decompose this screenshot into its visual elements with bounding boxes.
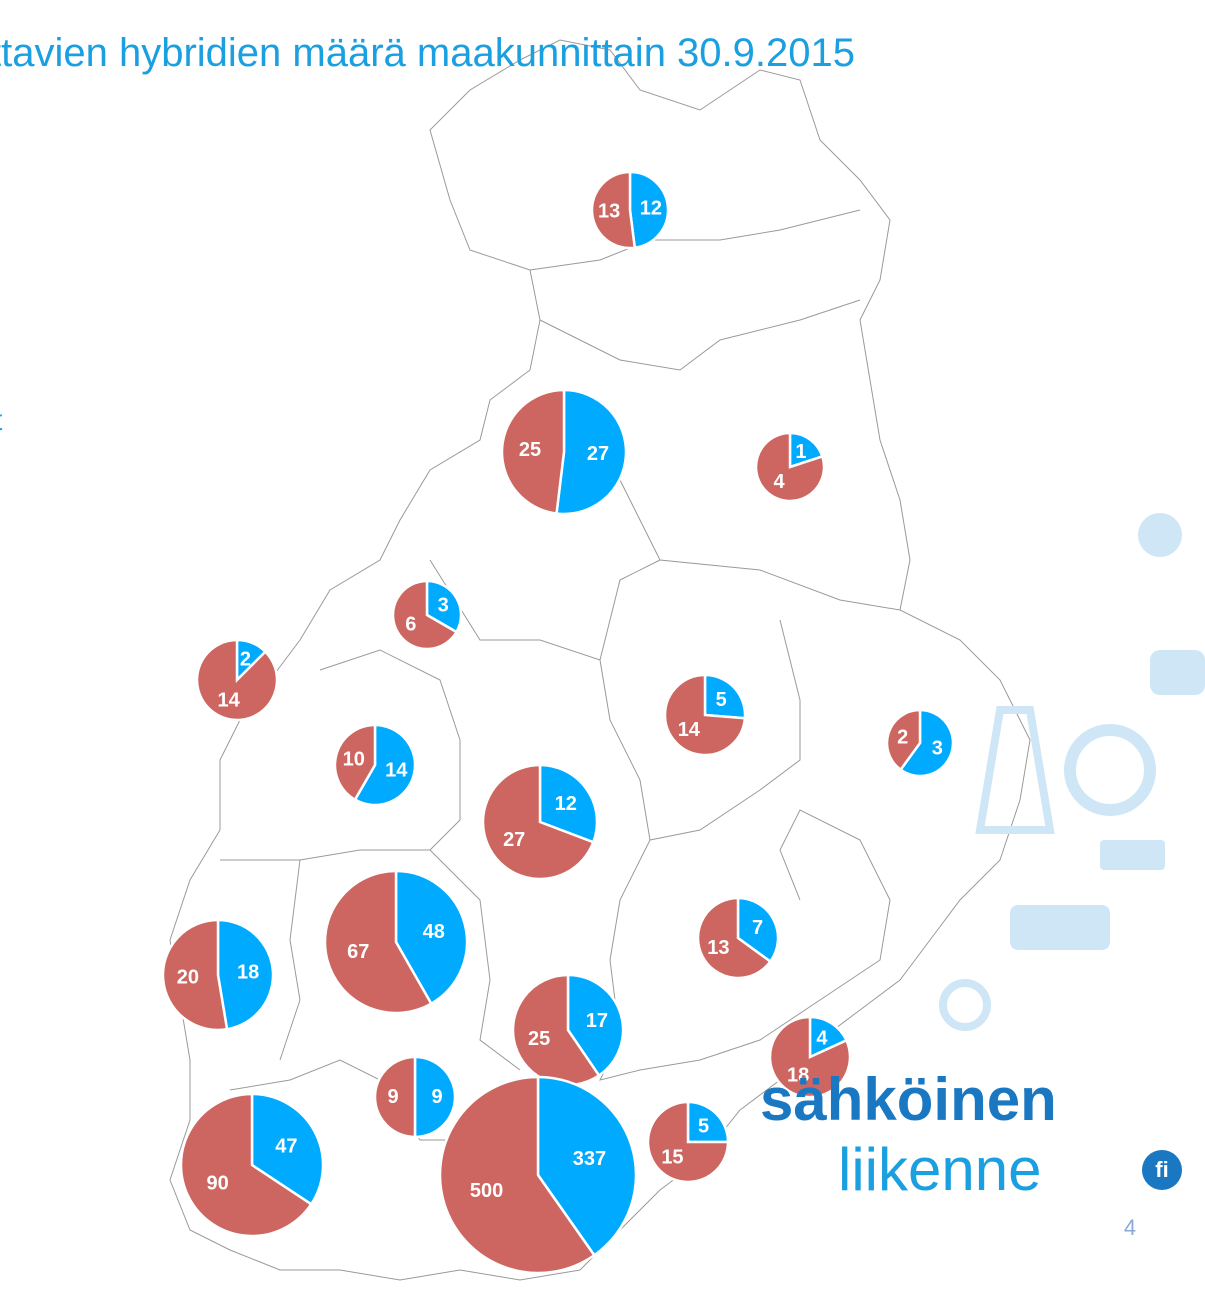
pie-slice (500, 388, 566, 515)
pie-slice (590, 170, 637, 250)
pie-label: 337 (573, 1148, 606, 1170)
pie-label: 18 (237, 962, 259, 984)
logo-suffix: fi (1155, 1157, 1168, 1182)
pie-slice (195, 638, 279, 722)
pie-label: 15 (661, 1147, 683, 1169)
pie-slice (898, 708, 955, 778)
pie-slice (391, 579, 459, 651)
pie-slice (179, 1092, 313, 1238)
logo: sähköinen liikenne fi (760, 1066, 1182, 1203)
pie-label: 27 (503, 829, 525, 851)
pie-slice (703, 673, 747, 720)
pie-slice (481, 763, 595, 881)
pie-slice (333, 723, 377, 802)
logo-line2: liikenne (838, 1136, 1041, 1203)
pie-slice (353, 723, 417, 807)
pie-slice (663, 673, 747, 757)
pie-slice (413, 1055, 457, 1139)
page-number: 4 (1124, 1215, 1136, 1240)
pie-label: 13 (598, 200, 620, 222)
pie-label: 500 (470, 1180, 503, 1202)
pie-label: 12 (555, 793, 577, 815)
pie-label: 5 (698, 1115, 709, 1137)
pie-label: 18 (787, 1065, 809, 1087)
pie-label: 4 (816, 1027, 828, 1049)
pie-label: 67 (347, 941, 369, 963)
pie-label: 14 (678, 719, 701, 741)
slide-title: ttavien hybridien määrä maakunnittain 30… (0, 31, 855, 75)
pie-slice (536, 1075, 638, 1257)
pie-label: 90 (206, 1172, 228, 1194)
pie-label: 14 (217, 689, 240, 711)
pie-slice (438, 1075, 597, 1275)
pie-label: 3 (932, 738, 943, 760)
pie-label: 10 (343, 748, 365, 770)
pie-label: 6 (405, 613, 416, 635)
pie-label: 9 (387, 1086, 398, 1108)
pie-slice (373, 1055, 417, 1139)
pie-slice (768, 1015, 852, 1099)
pie-label: 7 (752, 917, 763, 939)
pie-slice (754, 431, 826, 503)
pie-label: 2 (897, 726, 908, 748)
pie-label: 4 (773, 471, 785, 493)
side-text: t (0, 404, 3, 437)
pie-label: 3 (438, 595, 449, 617)
pie-label: 5 (716, 689, 727, 711)
pie-label: 27 (587, 443, 609, 465)
pie-slice (696, 896, 773, 980)
pie-label: 48 (423, 921, 445, 943)
logo-badge (1142, 1150, 1182, 1190)
pie-slice (161, 918, 229, 1032)
logo-line1: sähköinen (760, 1066, 1057, 1133)
pie-slice (686, 1100, 730, 1144)
pie-label: 14 (385, 760, 408, 782)
pie-slice (566, 973, 625, 1078)
pie-slice (885, 708, 922, 772)
pie-label: 12 (640, 198, 662, 220)
pie-label: 47 (275, 1136, 297, 1158)
pie-slice (555, 388, 628, 516)
pie-label: 25 (519, 439, 541, 461)
pie-label: 20 (177, 966, 199, 988)
pie-label: 9 (431, 1086, 442, 1108)
pie-slice (323, 869, 433, 1015)
pie-slice (646, 1100, 730, 1184)
pie-slice (538, 763, 599, 844)
pie-label: 17 (586, 1010, 608, 1032)
pie-label: 2 (240, 649, 251, 671)
pie-label: 25 (528, 1028, 550, 1050)
map-outline (169, 39, 1031, 1281)
pie-slice (216, 918, 275, 1031)
pie-slice (736, 896, 780, 964)
pie-label: 13 (707, 937, 729, 959)
pie-slice (394, 869, 469, 1006)
decorative-icons (939, 513, 1205, 1031)
pie-label: 1 (795, 441, 806, 463)
pie-slice (628, 170, 670, 250)
